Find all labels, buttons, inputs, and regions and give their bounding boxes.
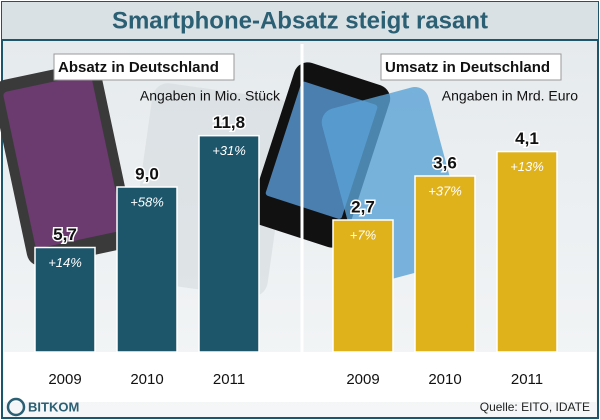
panel-subtitle: Angaben in Mio. Stück <box>140 88 281 104</box>
panel-tab <box>380 53 562 81</box>
growth-label: +7% <box>350 227 376 242</box>
value-label: 11,8 <box>213 113 245 132</box>
value-label: 5,7 <box>53 225 77 244</box>
value-label: 4,1 <box>515 129 539 148</box>
phone-screen <box>3 74 124 249</box>
logo: BITKOM <box>28 399 79 414</box>
growth-label: +14% <box>48 255 82 270</box>
value-label: 3,6 <box>433 153 457 172</box>
bar <box>414 175 476 353</box>
bar <box>198 134 260 353</box>
x-tick-label: 2011 <box>511 371 543 388</box>
bar <box>34 246 96 353</box>
panel-tab <box>53 53 235 81</box>
source: Quelle: EITO, IDATE <box>480 400 590 414</box>
x-tick-label: 2009 <box>346 371 379 388</box>
page-title: Smartphone-Absatz steigt rasant <box>112 7 488 34</box>
title-bar <box>2 2 598 40</box>
bar <box>496 150 558 353</box>
panel-subtitle: Angaben in Mrd. Euro <box>442 88 578 104</box>
x-tick-label: 2010 <box>428 371 461 388</box>
growth-label: +31% <box>212 143 246 158</box>
logo-mark <box>6 397 26 417</box>
value-label: 2,7 <box>351 197 375 216</box>
growth-label: +13% <box>510 159 544 174</box>
x-tick-label: 2009 <box>48 371 81 388</box>
growth-label: +37% <box>428 183 462 198</box>
value-label: 9,0 <box>135 164 159 183</box>
panel-title: Absatz in Deutschland <box>58 59 219 76</box>
growth-label: +58% <box>130 194 164 209</box>
x-tick-label: 2011 <box>213 371 245 388</box>
x-tick-label: 2010 <box>130 371 163 388</box>
bar <box>332 219 394 353</box>
axis-strip <box>4 352 596 402</box>
panel-title: Umsatz in Deutschland <box>385 59 550 76</box>
bar <box>116 186 178 353</box>
